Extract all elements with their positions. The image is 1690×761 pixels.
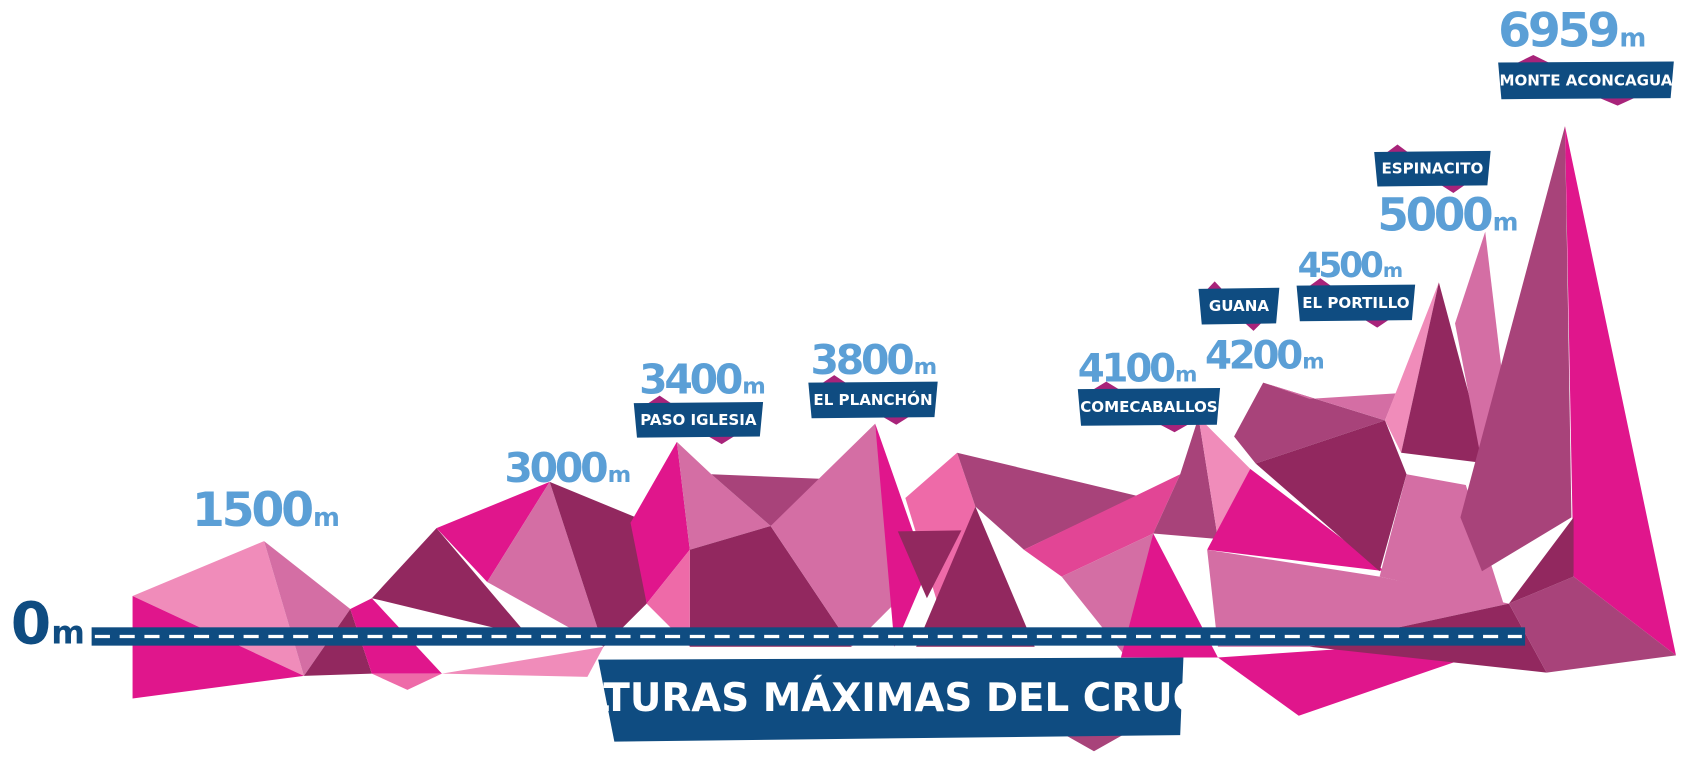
elevation-unit: m bbox=[1383, 259, 1402, 282]
mountain-facet bbox=[1460, 126, 1572, 572]
mountain-facet bbox=[1061, 732, 1127, 752]
mountain-facet bbox=[1255, 420, 1407, 572]
elevation-number: 6959 bbox=[1498, 3, 1617, 58]
peak-name: COMECABALLOS bbox=[1080, 398, 1217, 416]
title-box bbox=[598, 657, 1184, 742]
mountain-facet bbox=[371, 528, 529, 636]
tag-accent bbox=[1515, 55, 1551, 64]
tag-box bbox=[1498, 61, 1674, 100]
road bbox=[91, 627, 1526, 646]
mountain-facet bbox=[1207, 549, 1509, 647]
elevation-number: 3400 bbox=[639, 355, 742, 403]
mountain-facet bbox=[1023, 474, 1181, 577]
road-band bbox=[91, 627, 1526, 646]
elevation-number: 4500 bbox=[1298, 246, 1383, 286]
peak-name: EL PORTILLO bbox=[1302, 294, 1410, 312]
mountain-facet bbox=[676, 441, 771, 550]
tag-box bbox=[1077, 388, 1221, 426]
mountain-facet bbox=[549, 481, 647, 647]
elevation-unit: m bbox=[742, 373, 764, 399]
elevation-number: 4100 bbox=[1078, 347, 1175, 392]
mountain-facet bbox=[132, 596, 304, 699]
tag-box bbox=[1374, 150, 1491, 187]
elevation-unit: m bbox=[914, 354, 936, 380]
elevation-unit: m bbox=[1302, 350, 1323, 375]
tag-accent bbox=[1385, 144, 1410, 154]
elevation-unit: m bbox=[313, 503, 338, 533]
mountain-facet bbox=[957, 452, 1138, 550]
elevation-number: 1500 bbox=[192, 483, 312, 538]
mountain-facet bbox=[1234, 382, 1385, 464]
peak-name: MONTE ACONCAGUA bbox=[1499, 71, 1672, 89]
mountain-facet bbox=[1564, 126, 1676, 656]
peak-name: EL PLANCHÓN bbox=[813, 390, 932, 409]
elevation-number: 3800 bbox=[811, 336, 914, 384]
mountain-facet bbox=[1198, 417, 1251, 539]
peak-name: ESPINACITO bbox=[1381, 160, 1483, 178]
title: ALTURAS MÁXIMAS DEL CRUCE bbox=[555, 674, 1227, 721]
mountain-facet bbox=[897, 530, 962, 599]
mountain-facet bbox=[770, 423, 895, 647]
mountain-facet bbox=[905, 452, 976, 604]
peak-elevation: 4200 m bbox=[1205, 334, 1323, 379]
mountain-facet bbox=[689, 526, 852, 647]
peak-elevation: 3400 m bbox=[639, 355, 764, 403]
peak-elevation: 5000m bbox=[1377, 189, 1516, 242]
mountain-facet bbox=[1384, 282, 1439, 453]
mountain-facet bbox=[1120, 533, 1218, 658]
mountain-facet bbox=[711, 474, 841, 527]
tag-accent bbox=[1308, 278, 1333, 287]
mountain-facet bbox=[630, 441, 690, 604]
mountain-facet bbox=[436, 481, 550, 583]
mountain-facet bbox=[1401, 282, 1488, 464]
tag-accent bbox=[646, 395, 673, 405]
mountains bbox=[132, 126, 1676, 752]
tag-box bbox=[633, 402, 764, 438]
elevation-unit: m bbox=[608, 462, 630, 488]
mountain-facet bbox=[1207, 468, 1385, 572]
title-banner: ALTURAS MÁXIMAS DEL CRUCE bbox=[555, 657, 1228, 742]
mountain-facet bbox=[1508, 576, 1676, 673]
peak-name: GUANA bbox=[1209, 297, 1269, 315]
tag-box bbox=[1198, 287, 1280, 325]
peak-elevation: 3000 m bbox=[504, 444, 629, 492]
elevation-unit: m bbox=[1619, 23, 1644, 53]
tag-box bbox=[1296, 284, 1416, 322]
mountain-facet bbox=[1153, 417, 1218, 539]
mountain-facet bbox=[916, 506, 1035, 647]
peak-name: PASO IGLESIA bbox=[640, 411, 757, 429]
tag-box bbox=[808, 381, 938, 419]
peak-elevation: 6959m bbox=[1498, 3, 1644, 58]
tag-accent bbox=[821, 375, 848, 384]
base-number: 0 bbox=[11, 589, 49, 657]
elevation-number: 4200 bbox=[1205, 334, 1302, 379]
mountain-facet bbox=[487, 481, 604, 647]
peak-elevation: 4100 m bbox=[1078, 347, 1196, 392]
elevation-number: 5000 bbox=[1377, 189, 1492, 242]
peak-elevation: 1500m bbox=[192, 483, 338, 538]
elevation-unit: m bbox=[1175, 363, 1196, 388]
base-unit: m bbox=[51, 613, 83, 651]
peak-elevation: 3800 m bbox=[811, 336, 936, 384]
peak-elevation: 4500 m bbox=[1298, 246, 1402, 286]
mountain-facet bbox=[646, 549, 690, 647]
tag-accent bbox=[1092, 381, 1121, 391]
mountain-facet bbox=[1263, 382, 1396, 421]
mountain-facet bbox=[371, 673, 442, 690]
mountain-facet bbox=[441, 646, 604, 677]
tag-accent bbox=[1206, 281, 1223, 290]
elevation-unit: m bbox=[1493, 208, 1517, 237]
mountain-facet bbox=[264, 541, 351, 676]
mountain-facet bbox=[1508, 517, 1574, 604]
elevation-number: 3000 bbox=[504, 444, 607, 492]
